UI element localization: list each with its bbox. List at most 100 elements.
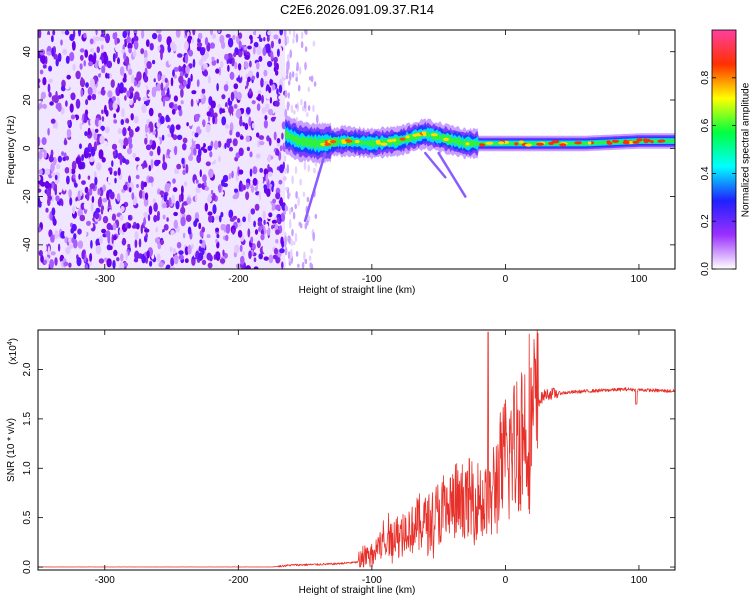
noise-speck	[97, 188, 101, 195]
noise-speck	[228, 209, 234, 219]
noise-speck	[111, 213, 117, 221]
noise-speck	[233, 52, 237, 58]
noise-speck	[208, 168, 214, 178]
noise-speck	[129, 99, 133, 106]
noise-speck	[172, 187, 178, 193]
noise-speck	[236, 77, 241, 82]
noise-speck	[230, 91, 235, 102]
noise-speck	[95, 36, 100, 42]
noise-speck	[142, 190, 146, 200]
noise-speck	[41, 137, 47, 146]
noise-speck	[107, 73, 110, 79]
noise-speck	[92, 85, 97, 95]
noise-speck	[265, 43, 271, 54]
noise-speck	[166, 183, 172, 188]
noise-speck	[79, 122, 83, 130]
noise-speck	[290, 248, 293, 259]
noise-speck	[300, 98, 303, 106]
noise-speck	[207, 145, 213, 151]
noise-speck	[314, 213, 318, 220]
noise-speck	[247, 45, 252, 50]
noise-speck	[254, 203, 260, 211]
noise-speck	[263, 69, 268, 77]
colorbar-tick-label: 0.2	[700, 214, 711, 228]
noise-speck	[312, 104, 315, 113]
noise-speck	[50, 162, 55, 172]
x-tick-label: -100	[362, 575, 382, 586]
noise-speck	[275, 192, 281, 200]
top-y-axis: -40 -20 0 20 40	[22, 46, 675, 252]
noise-speck	[45, 235, 50, 242]
noise-speck	[105, 147, 110, 152]
noise-speck	[138, 238, 142, 248]
noise-speck	[238, 169, 244, 175]
noise-speck	[195, 179, 199, 184]
noise-speck	[169, 246, 173, 253]
noise-speck	[208, 215, 213, 223]
noise-speck	[88, 61, 93, 67]
noise-speck	[307, 105, 311, 111]
noise-speck	[107, 176, 113, 184]
signal-hotspot	[391, 138, 397, 142]
noise-speck	[77, 240, 84, 249]
noise-speck	[172, 178, 176, 184]
bottom-x-axis-label: Height of straight line (km)	[299, 585, 416, 596]
noise-speck	[266, 202, 272, 213]
noise-speck	[141, 30, 145, 39]
noise-speck	[127, 136, 133, 145]
noise-speck	[100, 207, 104, 215]
noise-speck	[125, 250, 128, 261]
noise-speck	[268, 171, 273, 177]
noise-speck	[245, 88, 249, 94]
y-tick-label: -40	[22, 237, 33, 252]
noise-speck	[153, 202, 158, 212]
noise-speck	[143, 197, 149, 207]
spectrogram-image	[38, 30, 675, 269]
signal-hotspot	[341, 140, 347, 145]
noise-speck	[206, 234, 211, 239]
noise-speck	[71, 237, 75, 244]
noise-speck	[83, 201, 89, 210]
noise-speck	[237, 218, 241, 223]
noise-speck	[156, 83, 162, 92]
noise-speck	[143, 211, 148, 219]
noise-speck	[283, 240, 287, 248]
snr-scale-exponent: 4	[7, 341, 14, 345]
noise-speck	[247, 228, 251, 238]
noise-speck	[178, 108, 183, 117]
noise-speck	[163, 193, 168, 202]
noise-speck	[54, 174, 58, 181]
noise-speck	[170, 77, 174, 87]
snr-panel: -300 -200 -100 0 100 0.0 0.5 1.0 1.5 2.0 Height …	[6, 329, 676, 596]
noise-speck	[130, 113, 134, 121]
noise-speck	[156, 193, 160, 202]
noise-speck	[253, 41, 259, 48]
noise-speck	[289, 49, 293, 59]
noise-speck	[113, 170, 118, 177]
noise-speck	[265, 173, 269, 183]
noise-speck	[66, 175, 70, 185]
noise-speck	[81, 180, 86, 186]
noise-speck	[90, 146, 96, 157]
signal-hotspot	[387, 139, 393, 143]
noise-speck	[70, 168, 76, 175]
noise-speck	[106, 258, 112, 268]
noise-speck	[180, 216, 186, 227]
noise-speck	[207, 87, 213, 94]
snr-series-line	[38, 329, 675, 568]
noise-speck	[157, 33, 162, 43]
noise-speck	[114, 36, 118, 46]
noise-speck	[286, 101, 290, 111]
noise-speck	[207, 195, 212, 203]
noise-speck	[232, 34, 236, 40]
noise-speck	[127, 147, 132, 155]
noise-speck	[216, 234, 220, 239]
noise-speck	[273, 131, 277, 141]
noise-speck	[83, 60, 86, 67]
noise-speck	[232, 215, 238, 220]
noise-speck	[279, 30, 283, 36]
noise-speck	[257, 89, 262, 95]
noise-speck	[48, 65, 53, 72]
noise-speck	[51, 207, 56, 216]
